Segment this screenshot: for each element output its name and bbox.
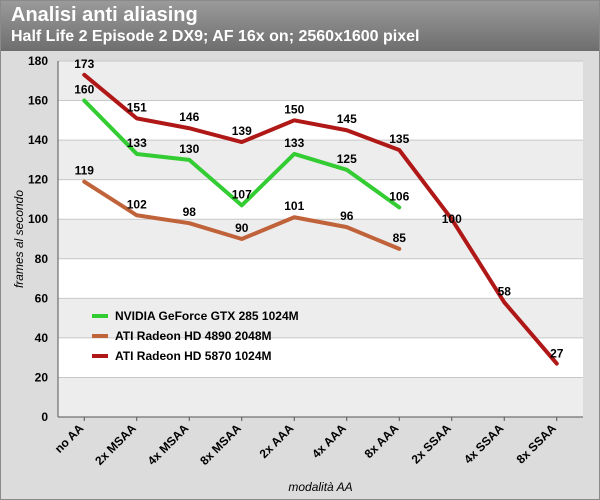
grid-lines — [58, 60, 583, 418]
data-label: 85 — [393, 231, 407, 245]
data-label: 98 — [183, 205, 197, 219]
chart-header: Analisi anti aliasing Half Life 2 Episod… — [1, 1, 599, 51]
x-tick-label: 8x SSAA — [514, 421, 560, 467]
x-tick-label: 4x MSAA — [145, 421, 192, 468]
data-label: 102 — [127, 197, 147, 211]
x-axis-ticks: no AA 2x MSAA 4x MSAA 8x MSAA 2x AAA 4x AAA 8x… — [52, 417, 559, 468]
data-label: 27 — [550, 347, 564, 361]
data-label: 150 — [284, 102, 304, 116]
data-label: 160 — [74, 83, 94, 97]
data-label: 151 — [127, 100, 147, 114]
grid-band — [58, 377, 583, 417]
data-label: 133 — [127, 136, 147, 150]
grid-band — [58, 219, 583, 259]
data-label: 106 — [389, 189, 409, 203]
y-tick-label: 0 — [41, 410, 48, 424]
data-label: 133 — [284, 136, 304, 150]
y-tick-label: 40 — [35, 331, 49, 345]
x-tick-label: 4x SSAA — [461, 421, 507, 467]
data-label: 173 — [74, 57, 94, 71]
y-tick-label: 140 — [28, 133, 48, 147]
data-label: 146 — [179, 110, 199, 124]
y-tick-label: 120 — [28, 173, 48, 187]
y-tick-label: 160 — [28, 94, 48, 108]
data-label: 90 — [235, 221, 249, 235]
series-line — [82, 98, 402, 210]
x-tick-label: 8x MSAA — [197, 421, 244, 468]
plot-area — [58, 61, 583, 417]
data-label: 145 — [337, 112, 357, 126]
data-label: 58 — [498, 284, 512, 298]
chart-subtitle: Half Life 2 Episode 2 DX9; AF 16x on; 25… — [11, 28, 420, 45]
data-label: 107 — [232, 187, 252, 201]
chart-title: Analisi anti aliasing — [11, 4, 198, 26]
data-label: 135 — [389, 132, 409, 146]
legend-label: NVIDIA GeForce GTX 285 1024M — [115, 309, 299, 323]
x-tick-label: no AA — [52, 421, 87, 456]
series-line — [82, 72, 559, 366]
legend: NVIDIA GeForce GTX 285 1024M ATI Radeon H… — [92, 309, 299, 363]
data-label: 119 — [75, 164, 95, 178]
x-tick-label: 8x AAA — [362, 421, 402, 461]
x-tick-label: 2x MSAA — [92, 421, 139, 468]
grid-band — [58, 61, 583, 101]
x-tick-label: 2x AAA — [257, 421, 297, 461]
y-tick-label: 180 — [28, 54, 48, 68]
data-label: 101 — [284, 199, 304, 213]
series-line — [82, 179, 402, 251]
data-label: 100 — [442, 212, 462, 226]
grid-band — [58, 298, 583, 338]
axes — [57, 61, 583, 418]
y-axis-title: frames al secondo — [12, 190, 26, 288]
legend-label: ATI Radeon HD 5870 1024M — [115, 349, 272, 363]
data-label: 139 — [232, 124, 252, 138]
y-axis-ticks: 0 20 40 60 80 100 120 140 160 180 — [28, 54, 48, 424]
x-tick-label: 4x AAA — [309, 421, 349, 461]
legend-label: ATI Radeon HD 4890 2048M — [115, 329, 272, 343]
y-tick-label: 100 — [28, 212, 48, 226]
x-tick-label: 2x SSAA — [409, 421, 455, 467]
data-label: 125 — [337, 152, 357, 166]
data-labels: 160 133 130 107 133 125 106 119 102 98 90 101 96 85 17… — [74, 57, 564, 361]
data-label: 96 — [340, 209, 354, 223]
x-axis-title: modalità AA — [288, 480, 352, 494]
y-tick-label: 20 — [35, 370, 49, 384]
series-lines — [82, 72, 559, 366]
y-tick-label: 80 — [35, 252, 49, 266]
y-tick-label: 60 — [35, 291, 49, 305]
data-label: 130 — [179, 142, 199, 156]
